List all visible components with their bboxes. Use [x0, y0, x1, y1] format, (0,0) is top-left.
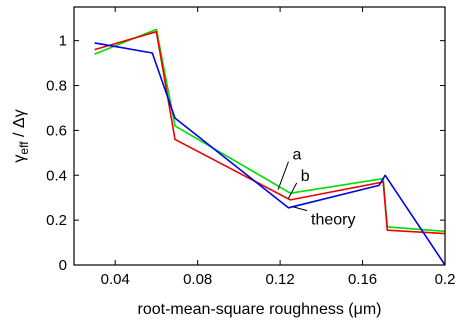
y-tick-label: 0.4: [46, 167, 67, 184]
x-tick-label: 0.2: [435, 271, 456, 288]
x-tick-label: 0.16: [348, 271, 377, 288]
y-axis-title-rest: / Δγ: [11, 109, 28, 141]
y-tick-label: 0.6: [46, 122, 67, 139]
ticks: 0.04 0.08 0.12 0.16 0.2 0 0.2 0.4 0.6 0.8 1: [46, 7, 455, 288]
y-tick-label: 0: [59, 257, 67, 274]
annotation-label-a: a: [292, 147, 301, 164]
x-tick-label: 0.04: [101, 271, 130, 288]
axes: [73, 6, 446, 266]
y-tick-label: 0.2: [46, 212, 67, 229]
x-axis-title: root-mean-square roughness (μm): [138, 301, 382, 318]
y-tick-label: 0.8: [46, 78, 67, 95]
x-tick-label: 0.08: [183, 271, 212, 288]
annotation-leader-b: [287, 182, 298, 199]
series-line-theory: [94, 42, 446, 266]
y-tick-label: 1: [59, 33, 67, 50]
annotation-leader-a: [277, 161, 289, 191]
plot-lines: [94, 28, 446, 266]
annotation-label-theory: theory: [311, 212, 355, 229]
y-axis-title-main: γ: [11, 155, 28, 163]
y-axis-title: γeff / Δγ: [11, 109, 31, 162]
annotation-leader-theory: [292, 206, 308, 212]
x-tick-label: 0.12: [266, 271, 295, 288]
annotations: ab theory: [277, 147, 355, 229]
series-line-a: [94, 28, 446, 233]
series-line-b: [94, 30, 446, 235]
plot-frame: [73, 6, 446, 266]
y-axis-title-subscript: eff: [17, 141, 31, 155]
annotation-label-b: b: [301, 168, 310, 185]
